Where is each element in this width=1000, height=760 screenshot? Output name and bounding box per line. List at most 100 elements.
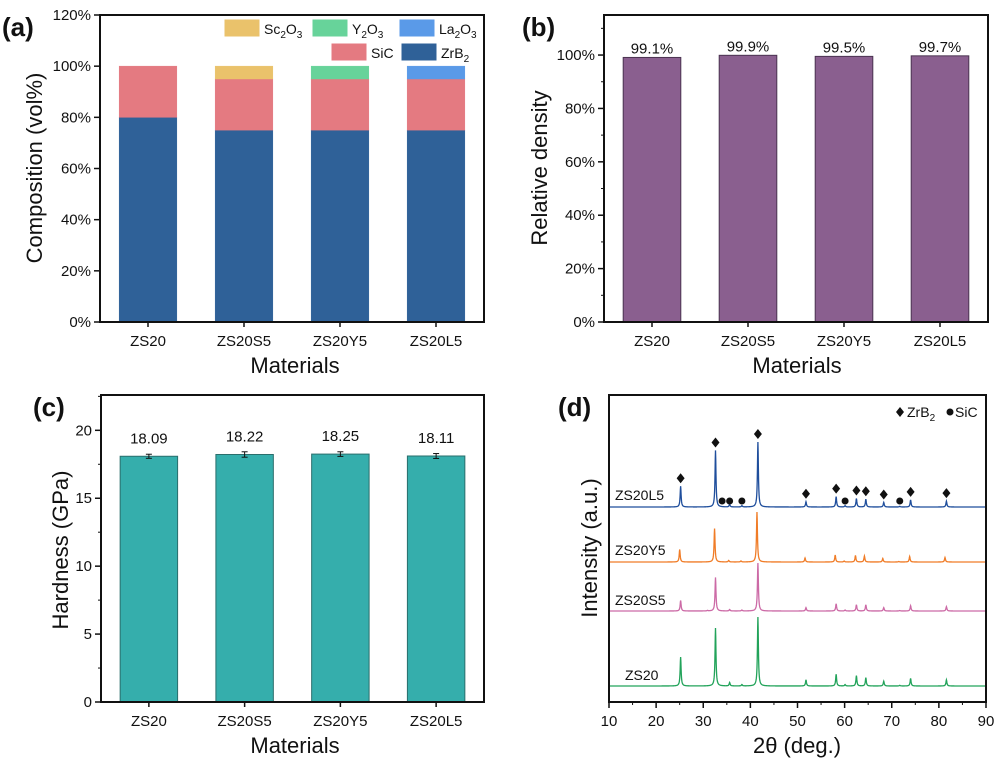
sic-peak-marker — [841, 497, 849, 505]
legend-label-zrb2: ZrB2 — [441, 45, 470, 65]
legend-swatch-la2o3 — [399, 19, 435, 37]
panel-b-y-tick-label: 80% — [565, 100, 595, 117]
panel-c-y-tick-label: 0 — [84, 694, 92, 711]
zrb2-peak-marker — [753, 429, 762, 439]
density-bar — [910, 55, 970, 323]
panel-a-x-tick-label: ZS20 — [130, 333, 166, 350]
bar-segment-sic — [406, 78, 466, 131]
panel-c-y-tick-label: 5 — [84, 626, 92, 643]
panel-c-y-tick-label: 20 — [75, 422, 92, 439]
panel-c-hardness-chart: (c) 18.09 18.22 18.25 18.11 0 5 10 15 20 ZS20 ZS2… — [33, 392, 485, 758]
panel-b-y-tick-label: 20% — [565, 261, 595, 278]
xrd-sample-label: ZS20Y5 — [615, 542, 666, 558]
panel-c-label: (c) — [33, 392, 65, 422]
panel-c-plot-frame — [100, 394, 485, 703]
xrd-sample-label: ZS20 — [625, 667, 659, 683]
panel-d-x-tick-label: 80 — [931, 713, 948, 730]
panel-b-density-chart: (b) 99.1% 99.9% 99.5% 99.7% 0% 20% 40% 60% 80% 1… — [522, 12, 989, 378]
hardness-data-label: 18.22 — [226, 428, 264, 445]
bar-segment-zrb2 — [406, 129, 466, 323]
panel-a-x-tick-label: ZS20Y5 — [313, 333, 367, 350]
sic-peak-marker — [718, 497, 726, 505]
xrd-pattern-zs20y5 — [609, 511, 986, 563]
zrb2-peak-marker — [942, 488, 951, 499]
panel-b-y-tick-label: 100% — [557, 47, 595, 64]
bar-segment-sic — [310, 78, 370, 131]
hardness-bar — [311, 453, 370, 703]
zrb2-peak-marker — [879, 489, 888, 500]
panel-b-x-axis-title: Materials — [752, 353, 841, 378]
panel-a-y-tick-label: 60% — [61, 161, 91, 178]
legend-label-sic: SiC — [371, 45, 394, 61]
zrb2-peak-marker — [832, 483, 841, 494]
sic-peak-marker — [738, 497, 746, 505]
legend-swatch-sic — [331, 43, 367, 61]
zrb2-peak-marker — [676, 473, 685, 484]
hardness-data-label: 18.11 — [418, 430, 454, 447]
xrd-sample-label: ZS20L5 — [615, 487, 664, 503]
panel-d-legend: ZrB2 SiC — [896, 404, 978, 424]
panel-b-y-tick-label: 0% — [573, 314, 595, 331]
panel-b-x-tick-label: ZS20S5 — [721, 333, 775, 350]
panel-a-y-tick-label: 80% — [61, 109, 91, 126]
legend-label-sic: SiC — [955, 404, 978, 420]
panel-c-y-tick-label: 10 — [75, 558, 92, 575]
panel-d-x-tick-label: 90 — [978, 713, 995, 730]
panel-a-y-tick-label: 20% — [61, 263, 91, 280]
panel-b-x-tick-label: ZS20L5 — [914, 333, 967, 350]
density-data-label: 99.5% — [823, 39, 866, 56]
panel-c-x-tick-label: ZS20Y5 — [313, 713, 367, 730]
xrd-sample-label: ZS20S5 — [615, 592, 666, 608]
zrb2-peak-marker — [906, 486, 915, 497]
sic-peak-marker — [896, 497, 904, 505]
panel-d-x-tick-label: 40 — [742, 713, 759, 730]
panel-c-x-tick-label: ZS20 — [131, 713, 167, 730]
panel-c-y-axis-title: Hardness (GPa) — [48, 471, 73, 630]
legend-diamond-marker — [896, 407, 904, 417]
panel-d-x-tick-label: 50 — [789, 713, 806, 730]
legend-label-y2o3: Y2O3 — [352, 21, 384, 41]
bar-segment-sic — [214, 78, 274, 131]
panel-d-x-tick-label: 20 — [648, 713, 665, 730]
bar-segment-la2o3 — [406, 65, 466, 80]
panel-d-label: (d) — [558, 392, 591, 422]
zrb2-peak-marker — [711, 437, 720, 448]
panel-a-y-tick-label: 40% — [61, 212, 91, 229]
legend-circle-marker — [946, 408, 954, 416]
zrb2-peak-marker — [801, 488, 810, 499]
panel-b-x-tick-label: ZS20 — [634, 333, 670, 350]
hardness-bar — [215, 453, 274, 703]
panel-a-x-tick-label: ZS20L5 — [410, 333, 463, 350]
panel-a-label: (a) — [2, 12, 34, 42]
density-bar — [718, 54, 778, 323]
xrd-pattern-zs20 — [609, 616, 986, 687]
panel-d-xrd-chart: (d) ZS20L5 ZS20Y5 ZS20S5 ZS20 10 20 30 40 50 60 7… — [558, 392, 994, 758]
density-data-label: 99.7% — [919, 39, 962, 56]
zrb2-peak-marker — [852, 485, 861, 496]
density-data-label: 99.9% — [727, 38, 770, 55]
panel-d-x-tick-label: 30 — [695, 713, 712, 730]
panel-a-x-tick-label: ZS20S5 — [217, 333, 271, 350]
panel-c-x-axis-title: Materials — [250, 733, 339, 758]
legend-swatch-y2o3 — [312, 19, 348, 37]
panel-d-x-tick-label: 70 — [883, 713, 900, 730]
bar-segment-zrb2 — [214, 129, 274, 323]
bar-segment-sic — [118, 65, 178, 118]
density-data-label: 99.1% — [631, 40, 674, 57]
panel-b-y-tick-label: 40% — [565, 207, 595, 224]
panel-b-x-tick-label: ZS20Y5 — [817, 333, 871, 350]
panel-b-plot-frame — [603, 14, 989, 323]
panel-d-x-tick-label: 60 — [836, 713, 853, 730]
panel-c-y-tick-label: 15 — [75, 490, 92, 507]
hardness-bar — [406, 455, 466, 703]
legend-swatch-zrb2 — [401, 43, 437, 61]
density-bar — [814, 55, 874, 323]
panel-a-y-tick-label: 0% — [69, 314, 91, 331]
panel-b-y-axis-title: Relative density — [527, 90, 552, 245]
panel-a-y-tick-label: 120% — [53, 7, 91, 24]
xrd-pattern-zs20s5 — [609, 562, 986, 612]
panel-d-y-axis-title: Intensity (a.u.) — [577, 478, 602, 617]
panel-a-composition-chart: (a) 0% 20% 40% 60% 80% 100% 120% ZS20 ZS20S5 ZS20… — [2, 7, 485, 378]
bar-segment-zrb2 — [310, 129, 370, 323]
